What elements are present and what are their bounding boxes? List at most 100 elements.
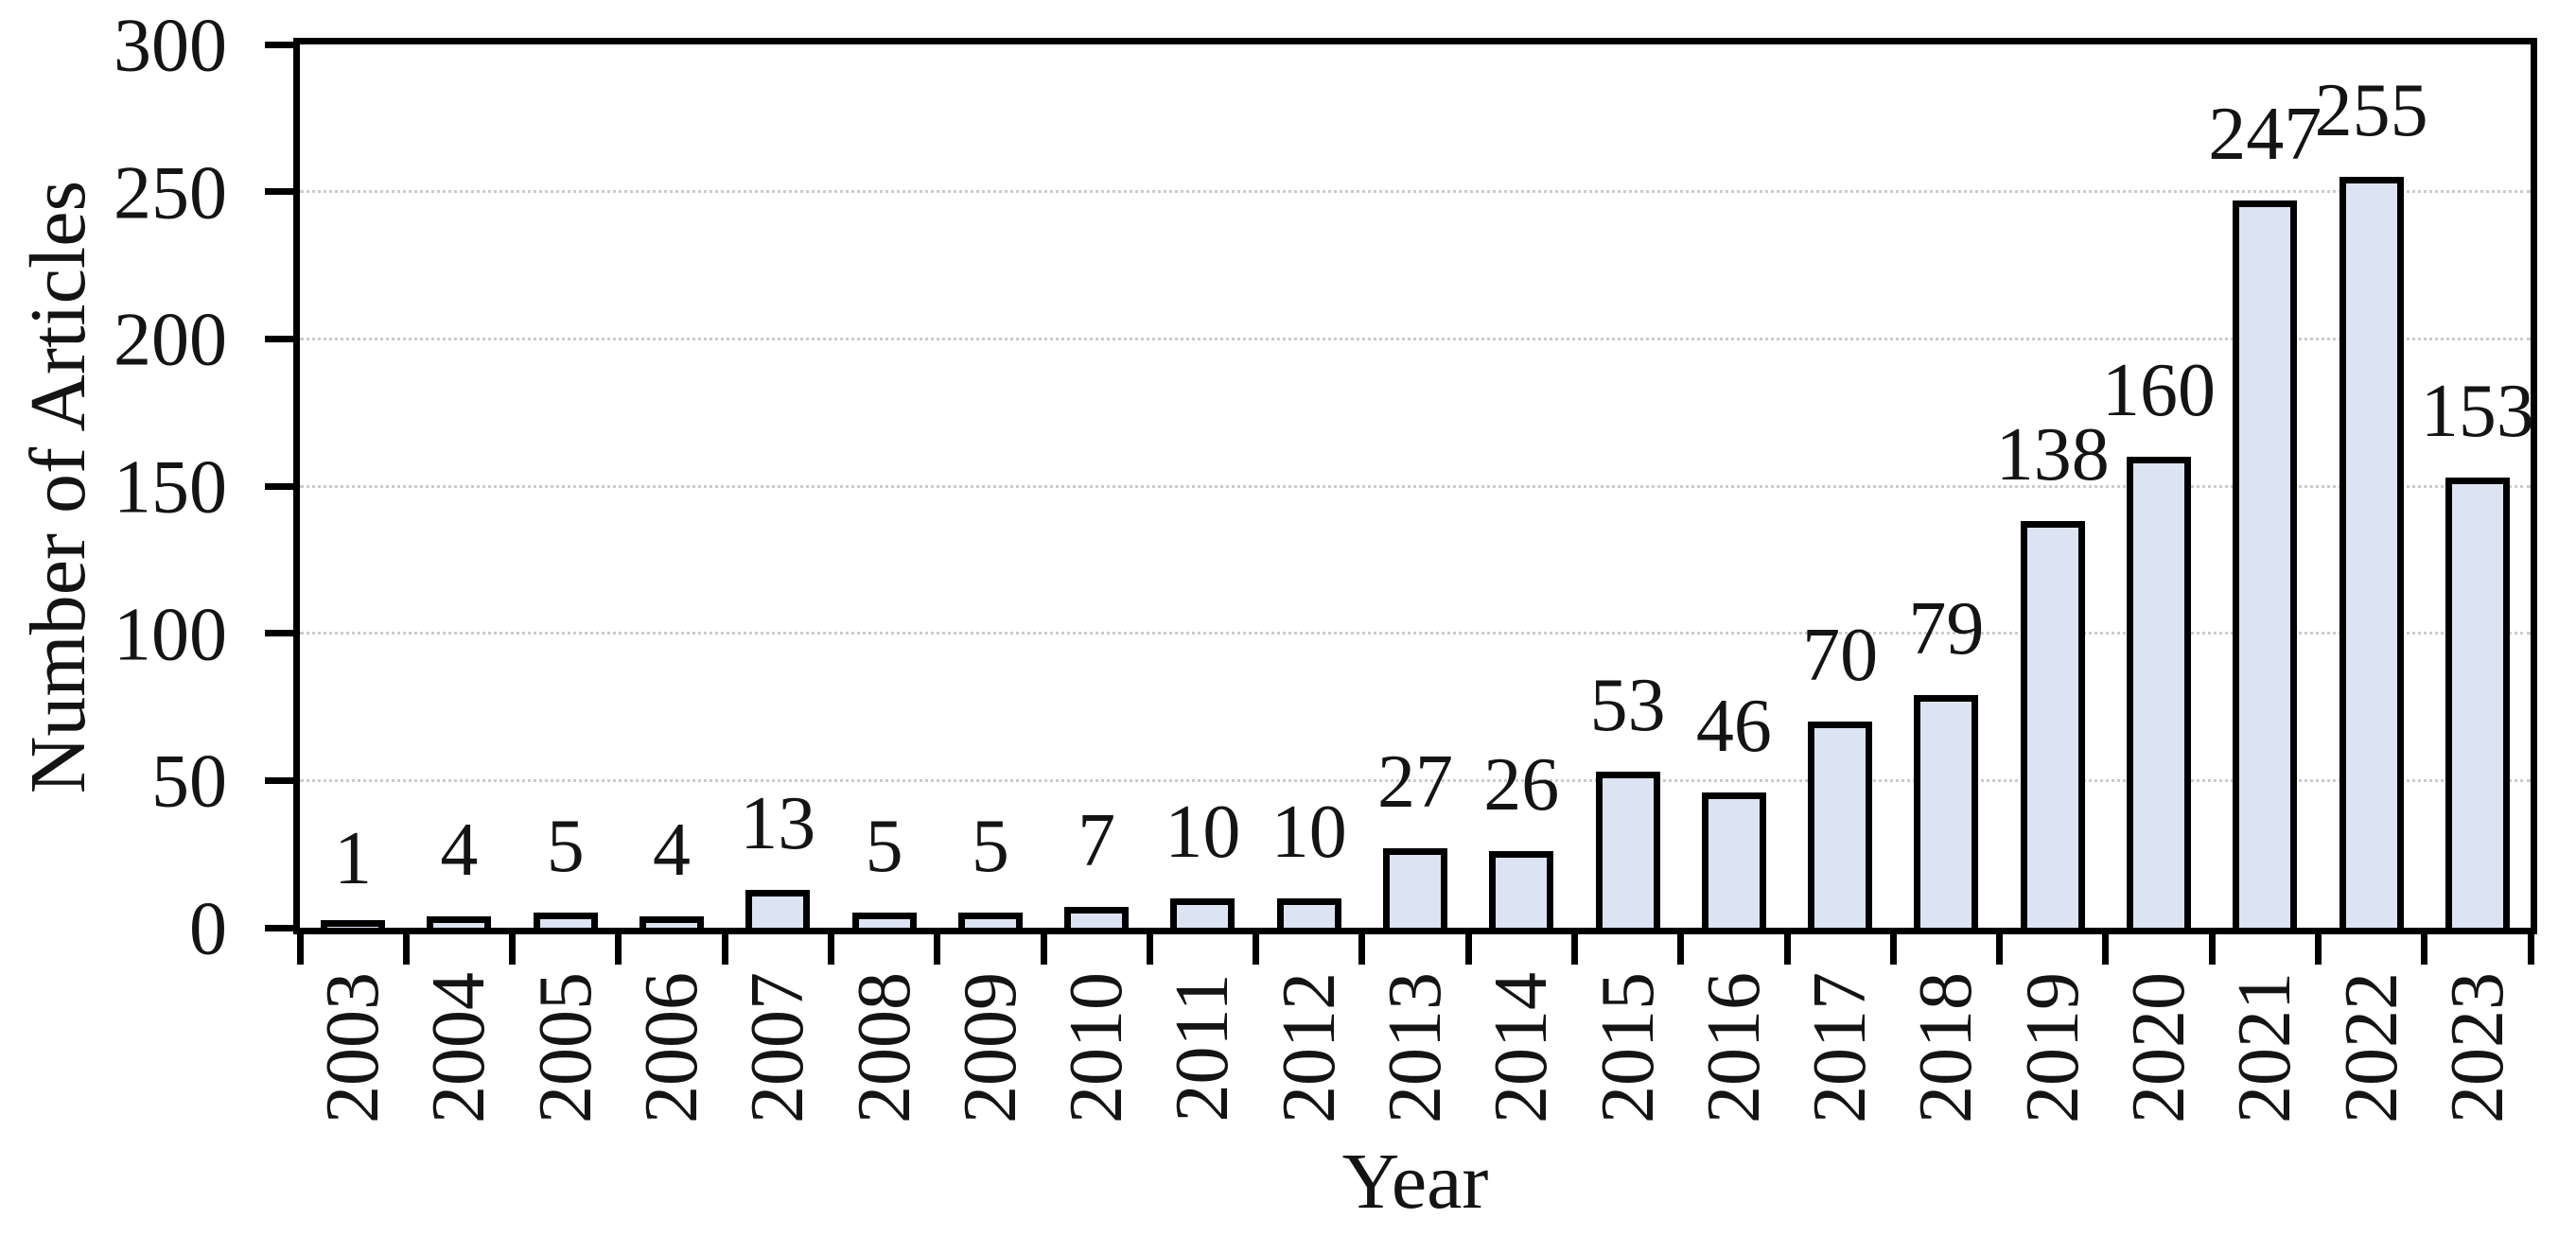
x-tick-mark-7 — [1040, 934, 1047, 965]
value-label-2013: 27 — [1377, 740, 1453, 824]
x-tick-mark-13 — [1677, 934, 1685, 965]
x-tick-label-2005: 2005 — [523, 972, 607, 1123]
value-label-2008: 5 — [865, 805, 903, 889]
value-label-2022: 255 — [2314, 69, 2428, 153]
y-tick-label-100: 100 — [114, 593, 227, 677]
x-tick-label-2012: 2012 — [1267, 972, 1351, 1123]
x-tick-label-2011: 2011 — [1161, 973, 1245, 1123]
x-tick-mark-19 — [2314, 934, 2322, 965]
bar-2013 — [1383, 847, 1447, 928]
value-label-2018: 79 — [1908, 587, 1985, 671]
x-tick-label-2016: 2016 — [1691, 972, 1776, 1123]
gridline-200 — [300, 337, 2531, 340]
y-tick-mark-200 — [265, 335, 293, 342]
bar-2021 — [2233, 200, 2298, 928]
gridline-50 — [300, 778, 2531, 782]
x-tick-mark-12 — [1570, 934, 1578, 965]
x-tick-mark-14 — [1783, 934, 1791, 965]
value-label-2005: 5 — [546, 805, 585, 889]
x-tick-mark-5 — [827, 934, 834, 965]
value-label-2020: 160 — [2102, 348, 2216, 432]
y-tick-label-300: 300 — [114, 4, 227, 88]
y-tick-label-150: 150 — [114, 445, 227, 530]
x-tick-label-2003: 2003 — [311, 972, 395, 1123]
value-label-2010: 7 — [1078, 799, 1116, 883]
y-tick-mark-100 — [265, 630, 293, 637]
x-tick-label-2017: 2017 — [1798, 972, 1883, 1123]
bar-2015 — [1595, 771, 1660, 928]
bar-2008 — [851, 913, 917, 928]
x-tick-label-2013: 2013 — [1374, 972, 1457, 1123]
x-tick-label-2020: 2020 — [2117, 972, 2200, 1123]
x-tick-mark-3 — [615, 934, 622, 965]
y-tick-mark-0 — [265, 924, 293, 931]
bar-2016 — [1701, 792, 1766, 928]
gridline-250 — [300, 190, 2531, 194]
x-tick-mark-6 — [934, 934, 941, 965]
value-label-2017: 70 — [1802, 614, 1879, 698]
bar-2012 — [1276, 897, 1341, 928]
x-tick-label-2007: 2007 — [736, 972, 820, 1123]
x-tick-label-2015: 2015 — [1586, 972, 1670, 1123]
x-tick-mark-2 — [509, 934, 517, 965]
x-tick-mark-8 — [1146, 934, 1153, 965]
gridline-150 — [300, 484, 2531, 488]
y-tick-label-200: 200 — [114, 298, 227, 382]
x-tick-mark-9 — [1253, 934, 1260, 965]
value-label-2016: 46 — [1695, 684, 1772, 768]
bar-2022 — [2339, 177, 2404, 928]
value-label-2023: 153 — [2420, 369, 2534, 453]
x-tick-mark-17 — [2102, 934, 2110, 965]
x-tick-mark-16 — [1996, 934, 2004, 965]
bar-2011 — [1170, 897, 1235, 928]
value-label-2006: 4 — [653, 808, 691, 892]
bar-2003 — [321, 920, 386, 928]
x-tick-mark-11 — [1464, 934, 1472, 965]
value-label-2015: 53 — [1589, 663, 1666, 747]
x-tick-label-2022: 2022 — [2329, 972, 2413, 1123]
value-label-2004: 4 — [440, 808, 479, 892]
value-label-2009: 5 — [971, 805, 1009, 889]
x-tick-label-2014: 2014 — [1480, 972, 1564, 1123]
value-label-2021: 247 — [2208, 93, 2322, 176]
value-label-2011: 10 — [1165, 790, 1241, 874]
value-label-2019: 138 — [1995, 413, 2110, 497]
bar-2009 — [957, 913, 1023, 928]
y-tick-label-250: 250 — [114, 151, 227, 235]
x-axis-title: Year — [1341, 1138, 1489, 1226]
x-tick-label-2006: 2006 — [630, 972, 713, 1123]
y-tick-mark-300 — [265, 41, 293, 48]
value-label-2012: 10 — [1270, 790, 1347, 874]
x-tick-mark-1 — [402, 934, 410, 965]
bar-2004 — [427, 915, 492, 928]
x-tick-label-2023: 2023 — [2435, 972, 2519, 1123]
x-tick-label-2019: 2019 — [2010, 972, 2094, 1123]
bar-2010 — [1064, 907, 1130, 928]
x-tick-label-2010: 2010 — [1055, 972, 1139, 1123]
value-label-2003: 1 — [334, 816, 373, 900]
x-tick-mark-4 — [721, 934, 728, 965]
bar-2023 — [2445, 477, 2510, 928]
value-label-2007: 13 — [740, 781, 816, 865]
bar-2019 — [2020, 521, 2085, 928]
gridline-100 — [300, 632, 2531, 635]
y-tick-mark-50 — [265, 776, 293, 784]
x-tick-mark-10 — [1358, 934, 1366, 965]
x-tick-label-2009: 2009 — [948, 972, 1032, 1123]
bar-2007 — [745, 889, 811, 928]
y-tick-mark-150 — [265, 482, 293, 490]
bar-2020 — [2127, 456, 2191, 928]
plot-area-frame — [293, 38, 2537, 934]
bar-2017 — [1808, 722, 1873, 928]
y-tick-label-50: 50 — [151, 740, 227, 824]
bar-2018 — [1914, 695, 1979, 928]
x-tick-mark-20 — [2421, 934, 2428, 965]
x-tick-label-2021: 2021 — [2223, 972, 2307, 1123]
bar-2006 — [640, 915, 704, 928]
x-tick-mark-15 — [1889, 934, 1897, 965]
bar-2005 — [533, 913, 598, 928]
y-tick-mark-250 — [265, 188, 293, 196]
y-tick-label-0: 0 — [189, 887, 227, 971]
x-tick-mark-21 — [2527, 934, 2534, 965]
